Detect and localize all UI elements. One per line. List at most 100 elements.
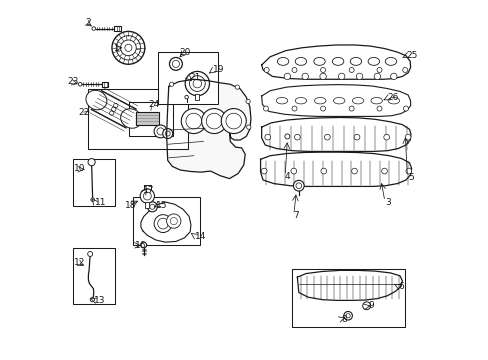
Ellipse shape <box>333 98 344 104</box>
Bar <box>291 269 405 327</box>
Text: 7: 7 <box>292 211 298 220</box>
Circle shape <box>319 73 325 80</box>
Circle shape <box>147 202 157 212</box>
Circle shape <box>402 67 407 72</box>
Ellipse shape <box>276 98 287 104</box>
Polygon shape <box>261 85 410 116</box>
Circle shape <box>264 67 268 72</box>
Text: 13: 13 <box>94 296 105 305</box>
Bar <box>145 202 149 207</box>
Circle shape <box>356 73 362 80</box>
Circle shape <box>291 106 296 111</box>
Text: 16: 16 <box>135 241 146 250</box>
Text: 4: 4 <box>284 172 289 181</box>
Bar <box>114 26 121 31</box>
Circle shape <box>290 168 296 174</box>
Bar <box>88 89 188 149</box>
Circle shape <box>376 106 381 111</box>
Circle shape <box>264 134 270 140</box>
Ellipse shape <box>277 58 288 65</box>
Ellipse shape <box>349 58 361 65</box>
Polygon shape <box>141 202 190 242</box>
Ellipse shape <box>86 90 107 110</box>
Circle shape <box>338 73 344 80</box>
Polygon shape <box>260 152 411 186</box>
Text: 11: 11 <box>94 198 106 207</box>
Circle shape <box>351 168 357 174</box>
Bar <box>73 248 115 304</box>
Polygon shape <box>297 270 402 300</box>
Ellipse shape <box>385 58 396 65</box>
Ellipse shape <box>314 98 325 104</box>
Text: 21: 21 <box>189 73 201 82</box>
Circle shape <box>348 67 353 72</box>
Circle shape <box>91 198 94 202</box>
Circle shape <box>246 125 250 129</box>
Text: 17: 17 <box>142 185 154 194</box>
Ellipse shape <box>352 98 363 104</box>
Text: 10: 10 <box>74 164 85 173</box>
Text: 25: 25 <box>405 51 416 60</box>
Text: 14: 14 <box>194 232 205 241</box>
Text: 22: 22 <box>78 108 89 117</box>
Circle shape <box>403 106 407 111</box>
Ellipse shape <box>367 58 379 65</box>
Circle shape <box>112 31 144 64</box>
Circle shape <box>221 109 246 134</box>
Circle shape <box>154 125 166 138</box>
Bar <box>158 53 218 104</box>
Circle shape <box>88 158 95 166</box>
Circle shape <box>381 168 386 174</box>
Ellipse shape <box>313 58 325 65</box>
Circle shape <box>373 73 380 80</box>
Circle shape <box>405 168 411 174</box>
Text: 8: 8 <box>340 315 346 324</box>
Ellipse shape <box>332 58 343 65</box>
Ellipse shape <box>295 98 306 104</box>
Text: 18: 18 <box>124 201 136 210</box>
Text: 3: 3 <box>385 198 390 207</box>
Circle shape <box>245 99 250 104</box>
Ellipse shape <box>370 98 382 104</box>
Bar <box>195 94 199 100</box>
Circle shape <box>324 134 329 140</box>
Text: 5: 5 <box>407 173 413 182</box>
Text: 19: 19 <box>213 66 224 75</box>
Circle shape <box>169 82 173 86</box>
Text: 15: 15 <box>156 201 167 210</box>
Circle shape <box>320 106 325 111</box>
Text: 1: 1 <box>114 44 119 53</box>
Circle shape <box>141 242 146 248</box>
Circle shape <box>376 67 381 72</box>
Circle shape <box>163 129 172 139</box>
Ellipse shape <box>387 98 399 104</box>
Bar <box>73 158 115 206</box>
Circle shape <box>343 311 352 320</box>
Text: 26: 26 <box>386 93 398 102</box>
Ellipse shape <box>295 58 306 65</box>
Circle shape <box>320 67 325 72</box>
Text: 20: 20 <box>179 48 190 57</box>
Circle shape <box>263 106 268 111</box>
Text: 2: 2 <box>85 18 91 27</box>
Circle shape <box>87 251 93 256</box>
Text: 9: 9 <box>368 301 374 310</box>
Circle shape <box>201 109 226 134</box>
Circle shape <box>261 168 266 174</box>
Ellipse shape <box>121 109 141 128</box>
Circle shape <box>166 214 181 228</box>
Polygon shape <box>261 117 410 152</box>
Circle shape <box>294 134 300 140</box>
Polygon shape <box>166 79 250 179</box>
Bar <box>129 103 173 136</box>
Circle shape <box>291 67 296 72</box>
Circle shape <box>140 189 154 203</box>
Polygon shape <box>261 45 410 79</box>
Circle shape <box>284 73 290 80</box>
Circle shape <box>405 134 410 140</box>
Circle shape <box>169 58 182 70</box>
Text: 6: 6 <box>397 282 403 291</box>
Bar <box>133 197 200 245</box>
Circle shape <box>90 297 94 302</box>
Circle shape <box>390 73 396 80</box>
